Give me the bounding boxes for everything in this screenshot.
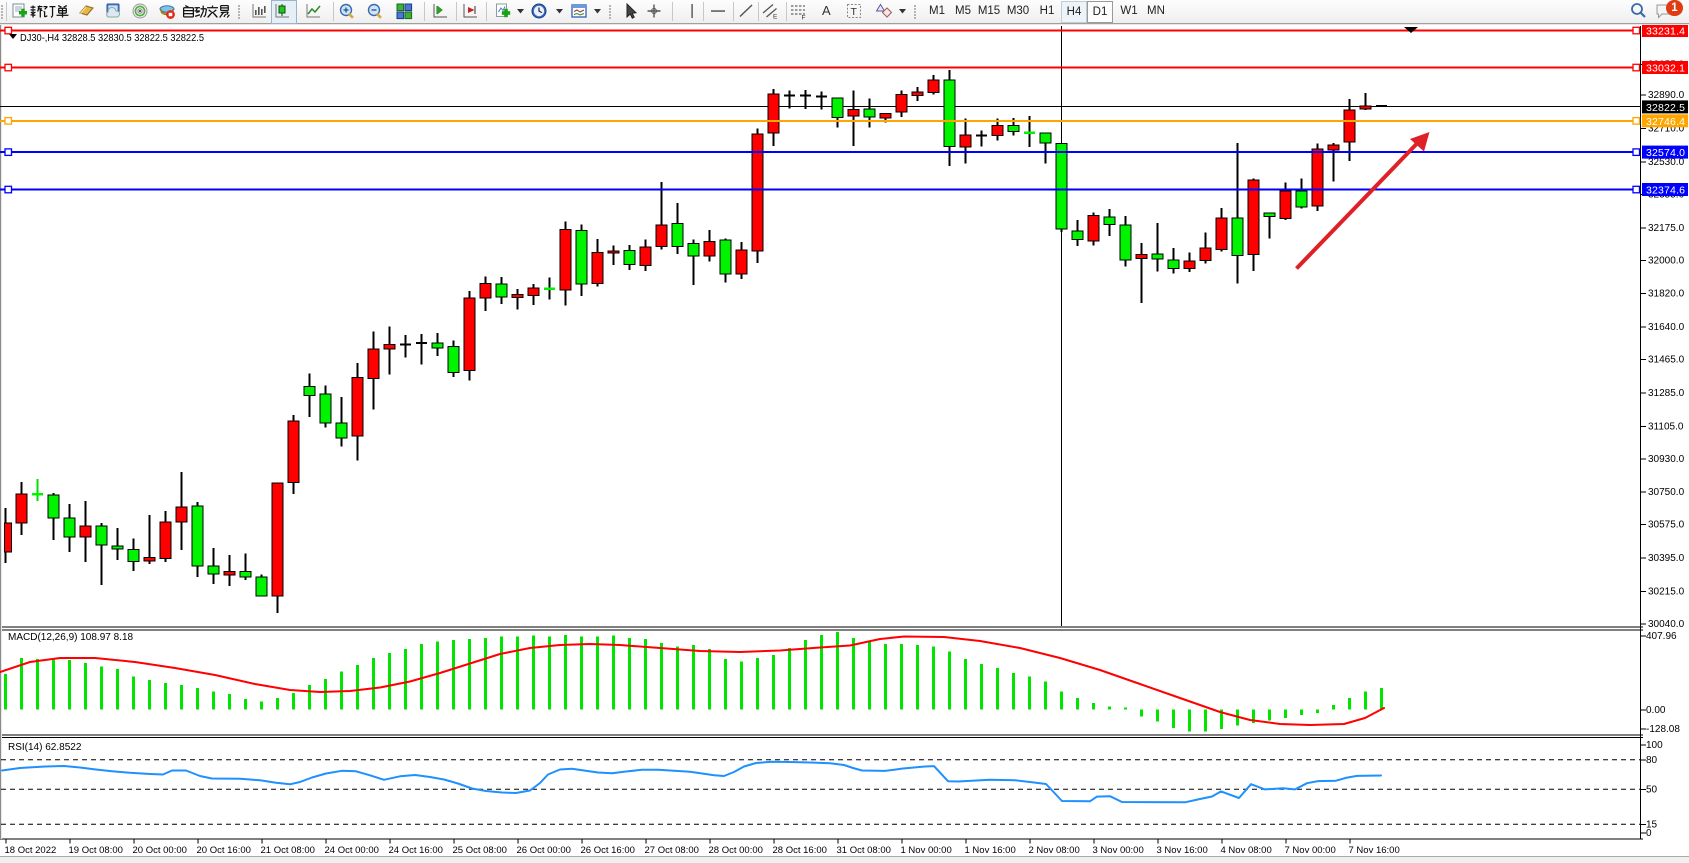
svg-text:32000.0: 32000.0 [1648,255,1685,266]
svg-text:32175.0: 32175.0 [1648,223,1685,234]
svg-text:30930.0: 30930.0 [1648,454,1685,465]
svg-text:32374.6: 32374.6 [1646,185,1685,197]
svg-text:-128.08: -128.08 [1646,724,1680,735]
svg-text:7 Nov 16:00: 7 Nov 16:00 [1349,845,1400,856]
svg-text:T: T [851,6,858,18]
svg-text:31105.0: 31105.0 [1648,421,1684,432]
svg-text:RSI(14) 62.8522: RSI(14) 62.8522 [8,742,82,753]
svg-text:1 Nov 00:00: 1 Nov 00:00 [901,845,952,856]
svg-text:26 Oct 16:00: 26 Oct 16:00 [581,845,635,856]
svg-text:15: 15 [1646,820,1658,831]
svg-text:2 Nov 08:00: 2 Nov 08:00 [1029,845,1080,856]
svg-text:F: F [802,15,806,22]
svg-text:7 Nov 00:00: 7 Nov 00:00 [1285,845,1336,856]
svg-text:28 Oct 16:00: 28 Oct 16:00 [773,845,827,856]
svg-text:24 Oct 16:00: 24 Oct 16:00 [389,845,443,856]
svg-text:26 Oct 00:00: 26 Oct 00:00 [517,845,571,856]
svg-text:18 Oct 2022: 18 Oct 2022 [5,845,57,856]
svg-text:32822.5: 32822.5 [1646,102,1685,114]
svg-text:31640.0: 31640.0 [1648,322,1685,333]
svg-text:33231.4: 33231.4 [1646,26,1685,38]
svg-text:30750.0: 30750.0 [1648,487,1685,498]
svg-text:28 Oct 00:00: 28 Oct 00:00 [709,845,763,856]
svg-text:21 Oct 08:00: 21 Oct 08:00 [261,845,315,856]
svg-text:407.96: 407.96 [1646,631,1677,642]
svg-text:33032.1: 33032.1 [1646,63,1685,75]
svg-text:30395.0: 30395.0 [1648,553,1685,564]
svg-text:0.00: 0.00 [1646,705,1666,716]
svg-text:31 Oct 08:00: 31 Oct 08:00 [837,845,891,856]
svg-text:27 Oct 08:00: 27 Oct 08:00 [645,845,699,856]
svg-text:20 Oct 00:00: 20 Oct 00:00 [133,845,187,856]
svg-text:20 Oct 16:00: 20 Oct 16:00 [197,845,251,856]
svg-text:30040.0: 30040.0 [1648,619,1685,630]
svg-text:31465.0: 31465.0 [1648,355,1685,366]
svg-text:DJ30-,H4 32828.5 32830.5 3282: DJ30-,H4 32828.5 32830.5 32822.5 32822.5 [20,32,204,44]
svg-text:32890.0: 32890.0 [1648,90,1685,101]
svg-text:1 Nov 16:00: 1 Nov 16:00 [965,845,1016,856]
svg-text:80: 80 [1646,755,1658,766]
svg-text:24 Oct 00:00: 24 Oct 00:00 [325,845,379,856]
svg-text:E: E [773,14,778,21]
svg-text:25 Oct 08:00: 25 Oct 08:00 [453,845,507,856]
svg-text:32530.0: 32530.0 [1648,157,1685,168]
svg-text:3 Nov 16:00: 3 Nov 16:00 [1157,845,1208,856]
svg-text:31285.0: 31285.0 [1648,388,1685,399]
svg-text:32746.4: 32746.4 [1646,116,1685,128]
svg-text:4 Nov 08:00: 4 Nov 08:00 [1221,845,1272,856]
svg-text:30575.0: 30575.0 [1648,520,1685,531]
svg-text:32710.0: 32710.0 [1648,124,1685,135]
svg-text:100: 100 [1646,740,1663,751]
svg-text:19 Oct 08:00: 19 Oct 08:00 [69,845,123,856]
svg-text:31820.0: 31820.0 [1648,289,1685,300]
svg-text:50: 50 [1646,785,1658,796]
svg-text:30215.0: 30215.0 [1648,587,1685,598]
svg-text:32574.0: 32574.0 [1646,147,1685,159]
svg-text:3 Nov 00:00: 3 Nov 00:00 [1093,845,1144,856]
svg-text:0: 0 [1646,828,1652,839]
svg-text:MACD(12,26,9) 108.97 8.18: MACD(12,26,9) 108.97 8.18 [8,632,134,643]
